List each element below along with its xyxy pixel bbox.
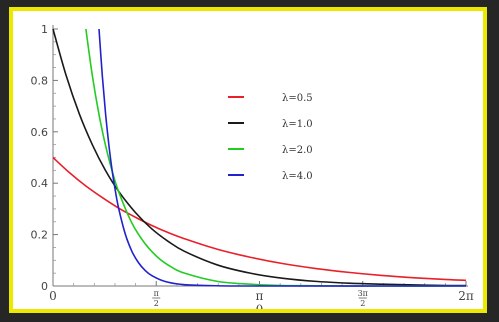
y-tick-label: 0	[41, 280, 48, 293]
x-tick-label: π	[256, 289, 264, 303]
series-line-0	[52, 156, 467, 282]
x-tick-label-denominator: 2	[360, 299, 365, 308]
y-tick-label: 1	[41, 23, 48, 36]
x-tick-label-numerator: 3π	[358, 289, 368, 298]
chart-panel: 00.20.40.60.810π2π3π22πθλ=0.5λ=1.0λ=2.0λ…	[9, 7, 487, 313]
y-tick-label: 0.6	[31, 126, 49, 139]
x-tick-label-numerator: π	[154, 289, 159, 298]
y-tick-label: 0.2	[31, 229, 49, 242]
legend-label-0: λ=0.5	[282, 93, 313, 104]
y-tick-label: 0.4	[31, 177, 49, 190]
legend-label-1: λ=1.0	[282, 119, 313, 130]
series-line-2	[85, 28, 466, 287]
x-tick-label: 0	[49, 289, 57, 303]
series-line-3	[98, 28, 466, 287]
y-tick-label: 0.8	[31, 74, 49, 87]
legend-label-3: λ=4.0	[282, 171, 313, 182]
line-chart: 00.20.40.60.810π2π3π22πθλ=0.5λ=1.0λ=2.0λ…	[31, 23, 474, 309]
series-line-1	[52, 28, 466, 287]
x-axis-label: θ	[256, 303, 263, 309]
legend-label-2: λ=2.0	[282, 145, 313, 156]
x-tick-label-denominator: 2	[154, 299, 159, 308]
x-tick-label: 2π	[458, 289, 474, 303]
